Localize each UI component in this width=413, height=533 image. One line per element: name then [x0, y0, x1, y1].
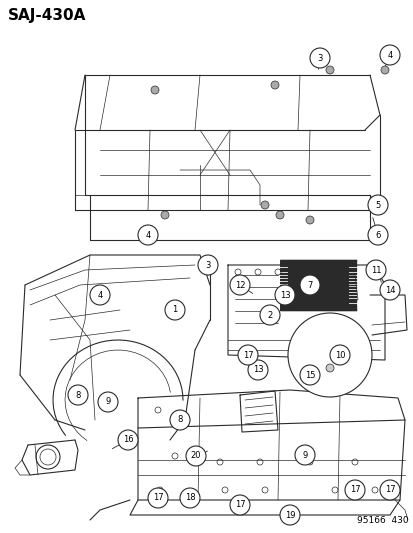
Text: 2: 2 [267, 311, 272, 319]
Circle shape [309, 48, 329, 68]
Text: 17: 17 [234, 500, 245, 510]
Text: 3: 3 [316, 53, 322, 62]
Text: 3: 3 [205, 261, 210, 270]
Circle shape [260, 201, 268, 209]
Text: 17: 17 [152, 494, 163, 503]
Text: 95166  430: 95166 430 [356, 516, 408, 525]
Text: 20: 20 [190, 451, 201, 461]
Circle shape [185, 446, 206, 466]
Circle shape [259, 305, 279, 325]
Circle shape [180, 488, 199, 508]
Circle shape [274, 285, 294, 305]
Circle shape [90, 285, 110, 305]
Text: 17: 17 [384, 486, 394, 495]
Circle shape [170, 410, 190, 430]
Circle shape [98, 392, 118, 412]
Text: 16: 16 [122, 435, 133, 445]
Text: 11: 11 [370, 265, 380, 274]
Text: 18: 18 [184, 494, 195, 503]
Circle shape [271, 81, 278, 89]
Circle shape [325, 66, 333, 74]
Text: 19: 19 [284, 511, 294, 520]
Circle shape [294, 445, 314, 465]
Text: 9: 9 [105, 398, 110, 407]
Text: 8: 8 [75, 391, 81, 400]
Text: 13: 13 [252, 366, 263, 375]
Circle shape [197, 255, 218, 275]
Circle shape [329, 345, 349, 365]
Text: 4: 4 [145, 230, 150, 239]
Text: 12: 12 [234, 280, 244, 289]
Circle shape [365, 260, 385, 280]
Text: 17: 17 [349, 486, 359, 495]
Text: 14: 14 [384, 286, 394, 295]
Circle shape [367, 225, 387, 245]
Circle shape [299, 365, 319, 385]
Text: 15: 15 [304, 370, 314, 379]
Text: 7: 7 [306, 280, 312, 289]
Text: 6: 6 [375, 230, 380, 239]
Circle shape [161, 211, 169, 219]
Circle shape [379, 45, 399, 65]
Circle shape [299, 275, 319, 295]
Circle shape [151, 86, 159, 94]
Circle shape [379, 280, 399, 300]
Circle shape [275, 211, 283, 219]
Text: 10: 10 [334, 351, 344, 359]
Circle shape [247, 360, 267, 380]
Text: 1: 1 [172, 305, 177, 314]
Text: 17: 17 [242, 351, 253, 359]
Circle shape [165, 300, 185, 320]
Text: 13: 13 [279, 290, 290, 300]
Circle shape [344, 480, 364, 500]
Circle shape [68, 385, 88, 405]
Circle shape [379, 480, 399, 500]
Circle shape [230, 495, 249, 515]
Circle shape [367, 195, 387, 215]
Text: SAJ-430A: SAJ-430A [8, 8, 86, 23]
Circle shape [118, 430, 138, 450]
Circle shape [380, 66, 388, 74]
Circle shape [325, 364, 333, 372]
Circle shape [305, 216, 313, 224]
Text: 4: 4 [387, 51, 392, 60]
Text: 9: 9 [301, 450, 307, 459]
Circle shape [287, 313, 371, 397]
Circle shape [138, 225, 158, 245]
Circle shape [237, 345, 257, 365]
Text: 8: 8 [177, 416, 182, 424]
Text: 5: 5 [375, 200, 380, 209]
Circle shape [147, 488, 168, 508]
Text: 4: 4 [97, 290, 102, 300]
Circle shape [230, 275, 249, 295]
Circle shape [279, 505, 299, 525]
